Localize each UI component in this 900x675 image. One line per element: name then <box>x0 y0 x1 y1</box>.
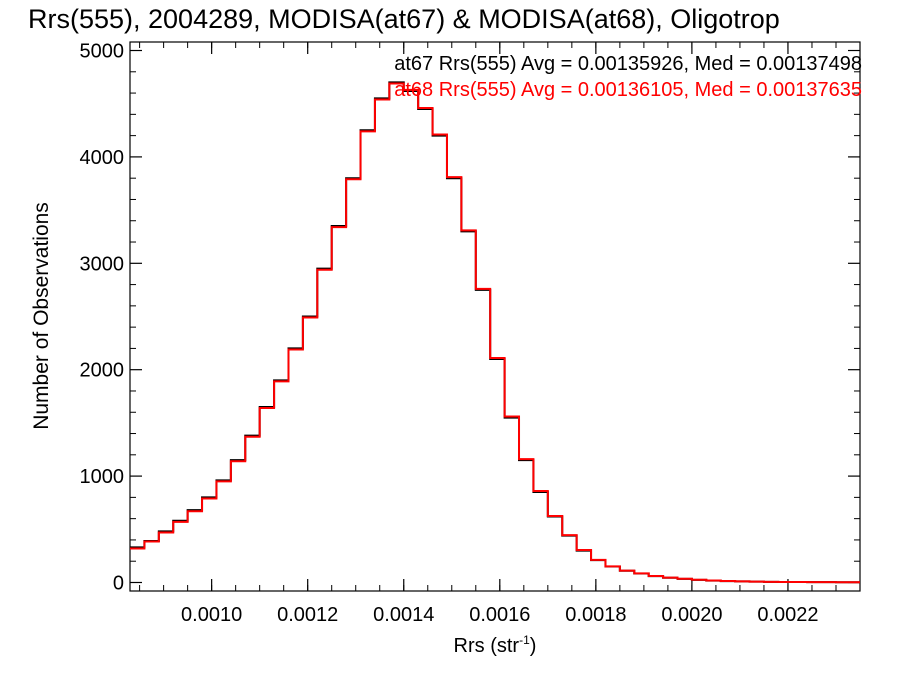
x-axis: 0.0010 0.0012 0.0014 0.0016 0.0018 0.0020 0.00… <box>139 42 837 626</box>
series-at67 <box>130 81 860 584</box>
x-axis-label-close: ) <box>530 635 537 657</box>
chart-title: Rrs(555), 2004289, MODISA(at67) & MODISA… <box>28 4 780 34</box>
x-tick-label: 0.0014 <box>373 604 434 626</box>
x-tick-label: 0.0022 <box>757 604 818 626</box>
y-tick-label: 5000 <box>80 41 125 63</box>
y-tick-label: 4000 <box>80 147 125 169</box>
x-tick-label: 0.0018 <box>565 604 626 626</box>
series-group <box>130 81 860 584</box>
x-tick-label: 0.0010 <box>181 604 242 626</box>
x-tick-label: 0.0016 <box>469 604 530 626</box>
x-axis-label: Rrs (str-1) <box>454 633 537 657</box>
y-tick-label: 2000 <box>80 360 125 382</box>
y-tick-label: 1000 <box>80 466 125 488</box>
y-axis: 0 1000 2000 3000 4000 5000 <box>80 41 860 594</box>
series-at68 <box>130 82 860 584</box>
x-tick-label: 0.0012 <box>277 604 338 626</box>
y-axis-label: Number of Observations <box>30 202 53 430</box>
x-axis-label-sup: -1 <box>519 633 530 647</box>
y-tick-label: 0 <box>113 572 124 594</box>
x-axis-label-main: Rrs (str <box>454 635 520 657</box>
x-tick-label: 0.0020 <box>661 604 722 626</box>
annotation-at68: at68 Rrs(555) Avg = 0.00136105, Med = 0.… <box>394 79 862 101</box>
annotation-at67: at67 Rrs(555) Avg = 0.00135926, Med = 0.… <box>394 53 862 75</box>
y-tick-label: 3000 <box>80 253 125 275</box>
plot-frame <box>129 41 861 592</box>
